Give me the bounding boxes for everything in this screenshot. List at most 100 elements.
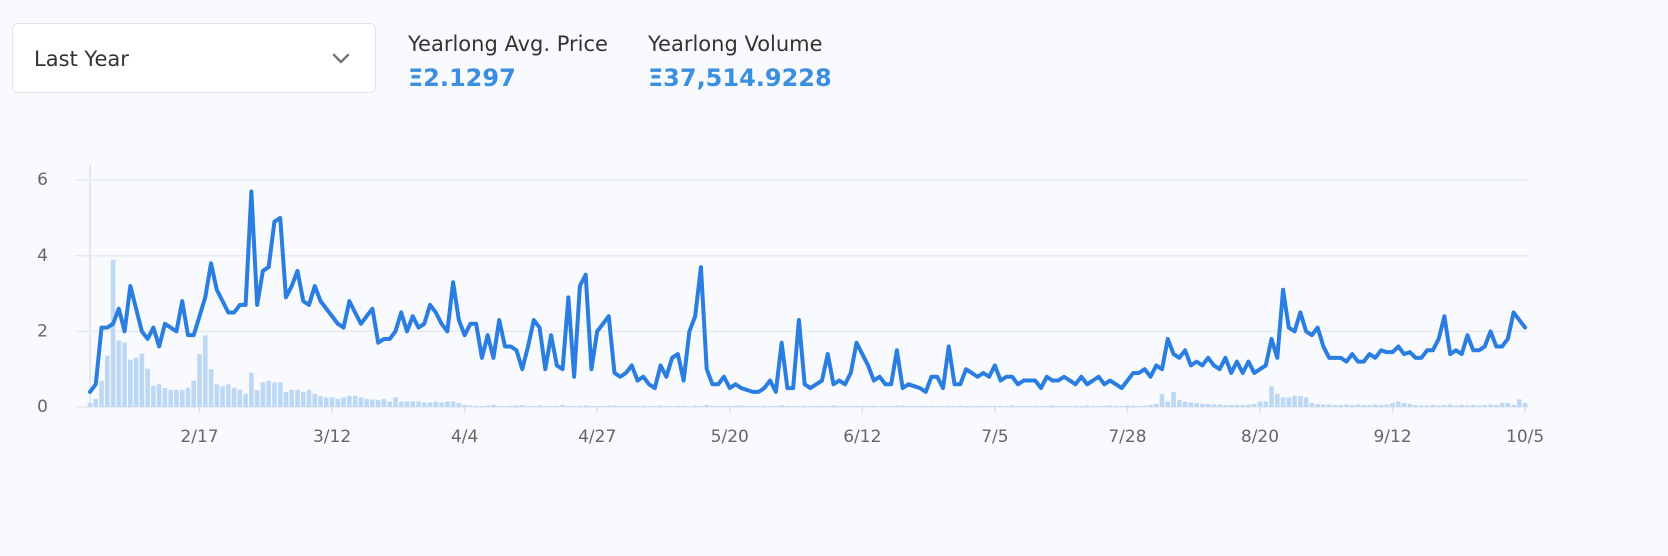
volume-bar	[808, 406, 813, 407]
volume-bar	[254, 389, 260, 407]
volume-bar	[502, 406, 508, 407]
volume-bar	[796, 405, 802, 407]
volume-bar	[1061, 406, 1067, 407]
volume-bar	[352, 395, 358, 407]
volume-bar	[929, 405, 934, 407]
volume-bar	[1015, 405, 1021, 407]
volume-bar	[370, 399, 375, 407]
volume-bar	[128, 359, 133, 407]
volume-bar	[243, 393, 248, 407]
volume-bar	[249, 372, 254, 407]
volume-bar	[1269, 386, 1274, 407]
volume-bar	[1517, 399, 1522, 407]
volume-bar	[1321, 404, 1326, 407]
volume-bar	[1251, 403, 1257, 407]
volume-bar	[1338, 404, 1343, 407]
volume-bar	[1102, 405, 1107, 407]
volume-bar	[756, 406, 761, 407]
volume-bar	[652, 405, 658, 407]
volume-bar	[1326, 404, 1332, 407]
volume-bar	[1470, 404, 1476, 407]
volume-bar	[300, 391, 306, 407]
volume-bar	[640, 405, 646, 407]
volume-bar	[819, 405, 825, 407]
volume-bar	[946, 405, 952, 407]
volume-bar	[514, 405, 519, 407]
volume-bar	[381, 398, 387, 407]
volume-bar	[1200, 403, 1205, 407]
volume-bar	[600, 405, 606, 407]
volume-bar	[865, 405, 871, 407]
volume-bar	[519, 405, 525, 407]
volume-bar	[911, 406, 917, 407]
volume-bar	[450, 401, 456, 407]
volume-bar	[1280, 397, 1286, 407]
volume-bar	[952, 405, 957, 407]
volume-bar	[404, 401, 410, 407]
volume-bar	[231, 387, 237, 407]
volume-bar	[1396, 401, 1401, 407]
volume-bar	[104, 355, 110, 407]
volume-bar	[635, 405, 640, 407]
volume-bar	[583, 405, 588, 407]
volume-bar	[1096, 405, 1101, 407]
volume-bar	[727, 405, 733, 407]
volume-bar	[1298, 395, 1303, 407]
price-line	[88, 189, 1528, 394]
volume-bar	[341, 397, 346, 407]
volume-bar	[462, 404, 467, 407]
volume-bar	[358, 397, 364, 407]
volume-bar	[1407, 403, 1413, 407]
volume-bar	[485, 405, 490, 407]
volume-bar	[1493, 404, 1499, 407]
chevron-icon	[332, 53, 350, 64]
volume-bar	[260, 382, 266, 407]
volume-bar	[433, 401, 439, 407]
volume-bar	[1205, 403, 1211, 407]
stat-value: Ξ37,514.9228	[648, 64, 832, 92]
volume-bar	[1511, 404, 1516, 407]
volume-bar	[871, 405, 877, 407]
volume-bar	[445, 401, 450, 407]
volume-bar	[1084, 405, 1090, 407]
volume-bar	[1119, 405, 1124, 407]
volume-bar	[1177, 399, 1182, 407]
volume-bar	[1136, 405, 1142, 407]
volume-bar	[1361, 404, 1367, 407]
volume-bar	[1453, 405, 1459, 407]
volume-bar	[295, 389, 300, 407]
x-tick-label: 8/20	[1241, 427, 1279, 447]
volume-bar	[202, 335, 208, 407]
y-tick-label: 4	[37, 246, 48, 266]
volume-bar	[721, 406, 727, 407]
volume-bar	[416, 401, 421, 407]
volume-bar	[571, 406, 577, 407]
volume-bar	[468, 405, 473, 407]
volume-bar	[1465, 405, 1470, 407]
volume-bar	[1246, 404, 1251, 407]
volume-bar	[1032, 405, 1038, 407]
volume-bar	[992, 405, 998, 407]
volume-bar	[1044, 405, 1050, 407]
volume-bar	[1130, 405, 1136, 407]
volume-bar	[750, 405, 756, 407]
volume-bar	[220, 386, 225, 407]
volume-bar	[554, 405, 560, 407]
volume-bar	[854, 405, 859, 407]
volume-bar	[1223, 404, 1228, 407]
volume-bar	[906, 405, 911, 407]
volume-bar	[842, 406, 848, 407]
volume-bar	[335, 398, 341, 407]
volume-bar	[1522, 402, 1528, 407]
volume-bar	[323, 397, 329, 407]
volume-bar	[566, 405, 571, 407]
volume-bar	[825, 405, 831, 407]
volume-bar	[698, 405, 704, 407]
volume-bar	[617, 405, 623, 407]
volume-bar	[496, 405, 502, 407]
volume-bar	[185, 387, 191, 407]
range-dropdown[interactable]: Last Year	[12, 23, 376, 93]
volume-bar	[888, 405, 894, 407]
volume-bar	[1442, 404, 1447, 407]
volume-bar	[473, 405, 479, 407]
